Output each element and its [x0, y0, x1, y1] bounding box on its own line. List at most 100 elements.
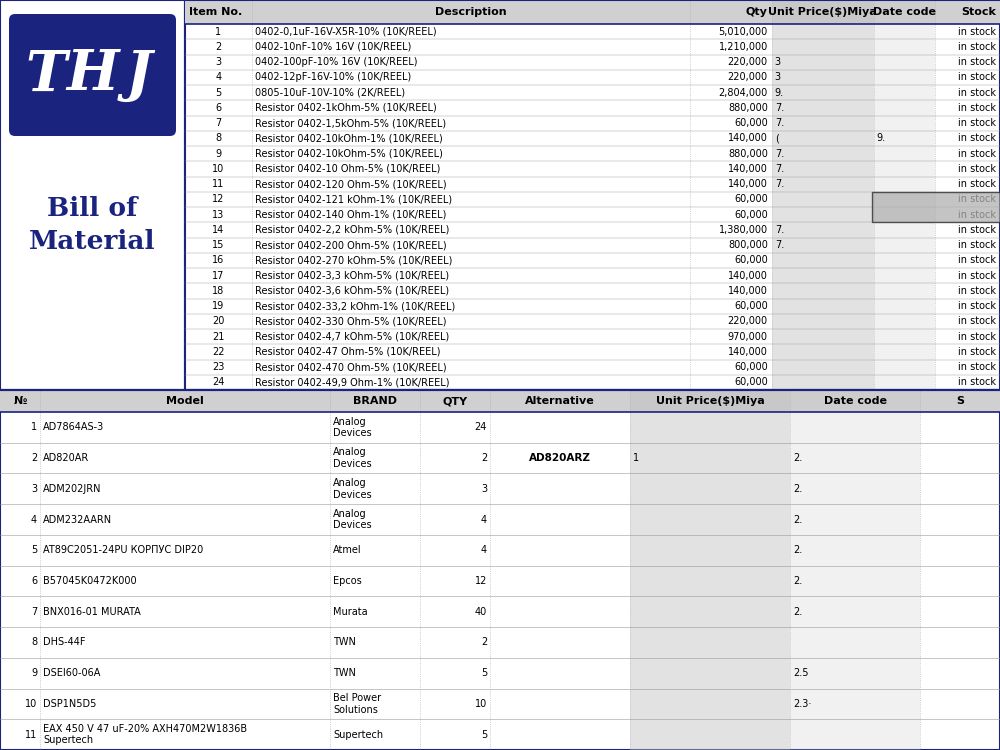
Text: Atmel: Atmel	[333, 545, 362, 555]
Text: 2,804,000: 2,804,000	[719, 88, 768, 98]
Text: 11: 11	[212, 179, 225, 189]
Text: 880,000: 880,000	[728, 148, 768, 159]
Text: 24: 24	[212, 377, 225, 387]
Bar	[0, 390, 1000, 750]
Text: 60,000: 60,000	[734, 301, 768, 311]
Text: Resistor 0402-120 Ohm-5% (10K/REEL): Resistor 0402-120 Ohm-5% (10K/REEL)	[255, 179, 446, 189]
Text: 18: 18	[212, 286, 225, 296]
Text: 60,000: 60,000	[734, 118, 768, 128]
Text: in stock: in stock	[958, 255, 996, 266]
Text: 0402-0,1uF-16V-X5R-10% (10K/REEL): 0402-0,1uF-16V-X5R-10% (10K/REEL)	[255, 27, 436, 37]
Text: Resistor 0402-1,5kOhm-5% (10K/REEL): Resistor 0402-1,5kOhm-5% (10K/REEL)	[255, 118, 446, 128]
Text: Resistor 0402-10kOhm-1% (10K/REEL): Resistor 0402-10kOhm-1% (10K/REEL)	[255, 134, 443, 143]
Text: EAX 450 V 47 uF-20% AXH470M2W1836B
Supertech: EAX 450 V 47 uF-20% AXH470M2W1836B Super…	[43, 724, 247, 746]
Text: 15: 15	[212, 240, 225, 250]
Text: 60,000: 60,000	[734, 255, 768, 266]
Text: 140,000: 140,000	[728, 164, 768, 174]
Text: Resistor 0402-4,7 kOhm-5% (10K/REEL): Resistor 0402-4,7 kOhm-5% (10K/REEL)	[255, 332, 449, 342]
Text: 7.: 7.	[775, 148, 784, 159]
Text: 14: 14	[212, 225, 225, 235]
Text: 2.: 2.	[793, 453, 802, 463]
Text: Bill of
Material: Bill of Material	[29, 196, 156, 254]
Text: in stock: in stock	[958, 194, 996, 205]
Text: Analog
Devices: Analog Devices	[333, 478, 372, 500]
Bar	[772, 0, 874, 390]
Text: Resistor 0402-121 kOhm-1% (10K/REEL): Resistor 0402-121 kOhm-1% (10K/REEL)	[255, 194, 452, 205]
Text: Epcos: Epcos	[333, 576, 362, 586]
Text: in stock: in stock	[958, 286, 996, 296]
Text: in stock: in stock	[958, 57, 996, 68]
Text: 60,000: 60,000	[734, 209, 768, 220]
Text: 7.: 7.	[775, 225, 784, 235]
Text: 0805-10uF-10V-10% (2K/REEL): 0805-10uF-10V-10% (2K/REEL)	[255, 88, 405, 98]
Text: in stock: in stock	[958, 301, 996, 311]
Text: 13: 13	[212, 209, 225, 220]
Text: 2.: 2.	[793, 514, 802, 524]
Text: in stock: in stock	[958, 148, 996, 159]
Text: Unit Price($)Miya: Unit Price($)Miya	[768, 7, 877, 17]
Text: 2.3·: 2.3·	[793, 699, 811, 709]
Text: Resistor 0402-3,3 kOhm-5% (10K/REEL): Resistor 0402-3,3 kOhm-5% (10K/REEL)	[255, 271, 449, 280]
Text: AD820ARZ: AD820ARZ	[529, 453, 591, 463]
Text: 970,000: 970,000	[728, 332, 768, 342]
Text: in stock: in stock	[958, 240, 996, 250]
Text: 8: 8	[31, 638, 37, 647]
Text: AD7864AS-3: AD7864AS-3	[43, 422, 104, 432]
Text: 8: 8	[215, 134, 221, 143]
Text: T: T	[25, 47, 67, 103]
Text: 6: 6	[31, 576, 37, 586]
Text: 2.: 2.	[793, 484, 802, 494]
Text: Supertech: Supertech	[333, 730, 383, 740]
Text: Unit Price($)Miya: Unit Price($)Miya	[656, 396, 764, 406]
Text: 9.: 9.	[775, 88, 784, 98]
Text: 140,000: 140,000	[728, 346, 768, 357]
Text: 7.: 7.	[775, 118, 784, 128]
Text: 60,000: 60,000	[734, 362, 768, 372]
Text: 2: 2	[481, 453, 487, 463]
Text: in stock: in stock	[958, 362, 996, 372]
Text: 2.: 2.	[793, 576, 802, 586]
Text: in stock: in stock	[958, 73, 996, 82]
Text: 2: 2	[31, 453, 37, 463]
Text: Resistor 0402-140 Ohm-1% (10K/REEL): Resistor 0402-140 Ohm-1% (10K/REEL)	[255, 209, 446, 220]
Text: in stock: in stock	[958, 316, 996, 326]
Text: TWN: TWN	[333, 638, 356, 647]
Text: Analog
Devices: Analog Devices	[333, 416, 372, 438]
Bar	[0, 390, 1000, 412]
Text: Resistor 0402-1kOhm-5% (10K/REEL): Resistor 0402-1kOhm-5% (10K/REEL)	[255, 103, 437, 113]
Text: Resistor 0402-470 Ohm-5% (10K/REEL): Resistor 0402-470 Ohm-5% (10K/REEL)	[255, 362, 446, 372]
Text: 10: 10	[212, 164, 225, 174]
Text: Resistor 0402-2,2 kOhm-5% (10K/REEL): Resistor 0402-2,2 kOhm-5% (10K/REEL)	[255, 225, 449, 235]
Bar	[630, 390, 790, 750]
Text: in stock: in stock	[958, 164, 996, 174]
Text: 220,000: 220,000	[728, 57, 768, 68]
Text: 4: 4	[481, 514, 487, 524]
Text: Resistor 0402-10 Ohm-5% (10K/REEL): Resistor 0402-10 Ohm-5% (10K/REEL)	[255, 164, 440, 174]
Text: 9: 9	[31, 668, 37, 678]
Text: Model: Model	[166, 396, 204, 406]
Text: in stock: in stock	[958, 271, 996, 280]
Text: Resistor 0402-33,2 kOhm-1% (10K/REEL): Resistor 0402-33,2 kOhm-1% (10K/REEL)	[255, 301, 455, 311]
Text: Item No.: Item No.	[189, 7, 242, 17]
Text: ADM232AARN: ADM232AARN	[43, 514, 112, 524]
Text: 22: 22	[212, 346, 225, 357]
Text: 21: 21	[212, 332, 225, 342]
Bar	[185, 0, 1000, 24]
Text: 3: 3	[215, 57, 221, 68]
Text: Resistor 0402-330 Ohm-5% (10K/REEL): Resistor 0402-330 Ohm-5% (10K/REEL)	[255, 316, 446, 326]
Text: 5: 5	[31, 545, 37, 555]
Text: in stock: in stock	[958, 134, 996, 143]
Text: TWN: TWN	[333, 668, 356, 678]
Text: 7.: 7.	[775, 240, 784, 250]
Text: Qty: Qty	[746, 7, 768, 17]
Text: BNX016-01 MURATA: BNX016-01 MURATA	[43, 607, 141, 616]
Text: Analog
Devices: Analog Devices	[333, 509, 372, 530]
Text: H: H	[66, 47, 119, 103]
Text: Date code: Date code	[824, 396, 887, 406]
Text: 220,000: 220,000	[728, 73, 768, 82]
Text: in stock: in stock	[958, 27, 996, 37]
Bar	[0, 0, 185, 750]
Text: Resistor 0402-270 kOhm-5% (10K/REEL): Resistor 0402-270 kOhm-5% (10K/REEL)	[255, 255, 452, 266]
Text: AT89C2051-24PU КОРПУС DIP20: AT89C2051-24PU КОРПУС DIP20	[43, 545, 203, 555]
Text: in stock: in stock	[958, 346, 996, 357]
